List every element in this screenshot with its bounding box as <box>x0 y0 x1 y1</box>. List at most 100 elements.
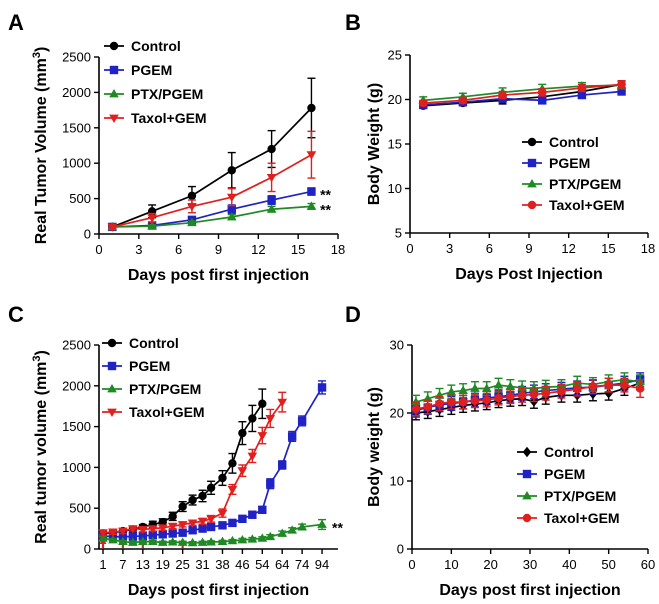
data-point <box>620 380 629 390</box>
data-point <box>522 513 532 523</box>
x-tick-label: 46 <box>235 557 249 572</box>
data-point <box>258 399 267 408</box>
y-axis-label-superscript: 3 <box>31 355 43 361</box>
data-point <box>577 83 587 93</box>
data-point <box>494 393 503 403</box>
data-point <box>247 534 258 543</box>
data-point <box>107 338 117 348</box>
panel-d: D 0 10 20 30 0 10 20 30 40 50 60 Days post first inj… <box>345 302 655 599</box>
series-pgem <box>108 187 316 232</box>
series-line <box>102 386 323 538</box>
data-point <box>107 408 117 417</box>
data-point <box>435 399 444 408</box>
panel-label: B <box>345 10 361 35</box>
data-point <box>188 526 197 535</box>
data-point <box>198 491 207 501</box>
y-tick-label: 1500 <box>62 120 91 135</box>
data-point <box>177 537 188 546</box>
data-point <box>447 397 456 407</box>
data-point <box>238 428 247 438</box>
x-tick-label: 60 <box>641 557 655 572</box>
data-point <box>118 536 128 546</box>
panel-a: A 0 500 1000 1500 2000 2500 0 3 6 9 12 15 18 Days post… <box>8 10 345 284</box>
data-point <box>411 404 421 414</box>
legend-label: PTX/PGEM <box>129 381 201 397</box>
data-point <box>538 88 547 97</box>
data-point <box>604 388 613 399</box>
legend-label: Control <box>129 335 179 351</box>
y-tick-label: 0 <box>397 542 404 557</box>
data-point <box>218 473 227 483</box>
data-point <box>470 383 480 392</box>
y-tick-label: 0 <box>84 542 91 557</box>
data-point <box>167 522 178 532</box>
x-tick-label: 18 <box>641 241 655 256</box>
data-point <box>541 389 550 398</box>
significance-annotation: ** <box>320 187 331 203</box>
data-point <box>458 96 468 105</box>
data-point <box>522 446 532 458</box>
data-point <box>265 531 276 541</box>
data-point <box>527 137 537 147</box>
data-point <box>517 391 527 400</box>
data-point <box>228 518 237 528</box>
data-point <box>588 382 598 391</box>
legend-label: PGEM <box>549 155 590 171</box>
y-tick-label: 5 <box>395 226 402 241</box>
data-point <box>158 530 167 539</box>
y-tick-label: 20 <box>388 92 402 107</box>
data-point <box>157 537 168 546</box>
data-point <box>635 384 645 393</box>
series-control <box>419 80 626 110</box>
y-tick-label: 10 <box>388 181 402 196</box>
legend-label: PTX/PGEM <box>131 86 203 102</box>
x-tick-label: 74 <box>295 557 309 572</box>
data-point <box>267 144 276 154</box>
legend-label: PTX/PGEM <box>549 176 621 192</box>
data-point <box>527 179 537 188</box>
data-point <box>482 395 491 405</box>
legend: Control PGEM PTX/PGEM Taxol+GEM <box>517 444 620 526</box>
y-axis-label: Body weight (g) <box>366 387 383 507</box>
legend: Control PGEM PTX/PGEM Taxol+GEM <box>104 38 207 126</box>
data-point <box>168 512 177 521</box>
data-point <box>498 90 507 100</box>
series-line <box>112 205 312 228</box>
x-tick-label: 0 <box>406 241 413 256</box>
data-point <box>458 385 468 394</box>
data-point <box>226 193 237 203</box>
data-point <box>522 491 532 500</box>
legend-label: Control <box>549 134 599 150</box>
data-point <box>258 505 267 515</box>
data-point <box>527 200 537 210</box>
data-point <box>158 517 167 527</box>
data-point <box>107 361 117 371</box>
x-tick-label: 10 <box>444 557 458 572</box>
data-point <box>237 467 248 476</box>
data-point <box>198 524 207 533</box>
data-point <box>206 522 216 532</box>
panel-label: C <box>8 302 24 327</box>
data-point <box>423 402 432 412</box>
y-tick-label: 10 <box>390 474 404 489</box>
x-tick-label: 6 <box>175 242 182 257</box>
legend-label: Taxol+GEM <box>549 197 625 213</box>
data-point <box>227 166 236 175</box>
data-point <box>118 527 128 537</box>
x-tick-label: 19 <box>156 557 170 572</box>
x-tick-label: 0 <box>408 557 415 572</box>
series-line <box>112 153 312 228</box>
y-tick-label: 500 <box>69 501 91 516</box>
data-point <box>557 387 566 396</box>
series-control <box>108 77 316 232</box>
y-axis-label-superscript: 3 <box>31 52 43 58</box>
data-point <box>506 392 515 401</box>
panel-b: B 5 10 15 20 25 0 3 6 9 12 15 18 Days Post Injection B… <box>345 10 655 283</box>
legend-label: PGEM <box>129 358 170 374</box>
data-point <box>157 524 168 533</box>
series-pgem <box>98 380 327 541</box>
data-point <box>617 87 626 96</box>
panel-label: A <box>8 10 24 35</box>
data-point <box>411 397 421 406</box>
